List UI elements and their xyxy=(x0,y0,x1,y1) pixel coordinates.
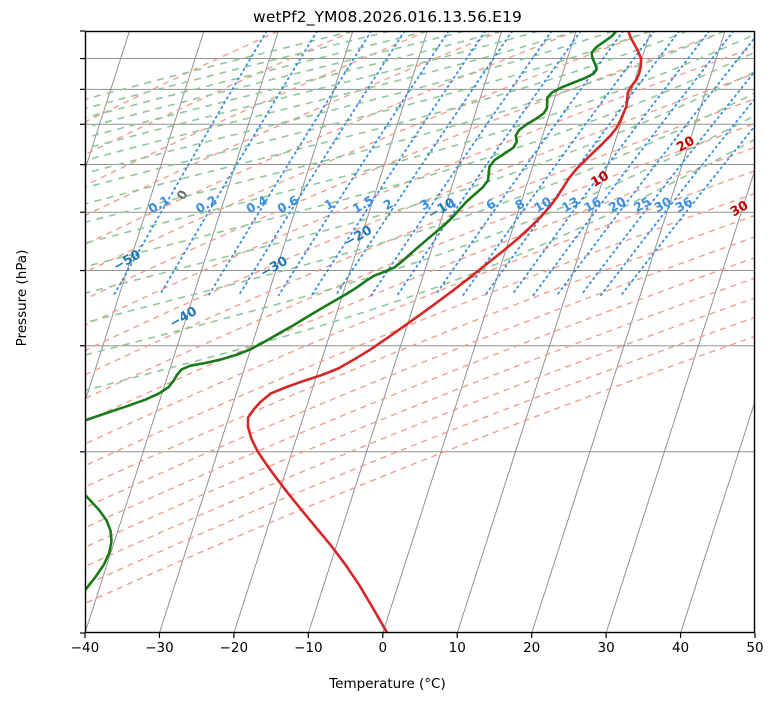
mixing-ratio-line xyxy=(434,31,625,297)
x-tick-label: −30 xyxy=(145,640,174,656)
temperature-profile xyxy=(246,31,643,633)
mixing-ratio-line xyxy=(620,124,755,297)
mixing-ratio-label: 0.6 xyxy=(275,192,302,216)
moist-adiabat xyxy=(85,70,755,295)
mixing-ratio-label: 6 xyxy=(483,196,498,213)
mixing-ratio-line xyxy=(556,36,755,297)
mixing-ratio-line xyxy=(112,31,268,297)
moist-adiabat xyxy=(85,31,465,129)
dry-adiabat xyxy=(85,297,755,568)
isotherm-line xyxy=(158,31,354,633)
moist-adiabat xyxy=(85,92,755,324)
isotherm-line xyxy=(605,167,755,633)
x-axis-label: Temperature (°C) xyxy=(329,676,446,692)
dry-adiabat xyxy=(85,31,503,217)
moist-adiabat xyxy=(85,31,540,150)
dry-adiabat xyxy=(85,122,755,400)
dry-adiabat xyxy=(85,146,755,423)
mixing-ratio-label: 0.2 xyxy=(193,192,220,216)
mixing-ratio-label: 0.1 xyxy=(146,192,173,216)
mixing-ratio-line xyxy=(277,31,450,297)
x-tick-label: 10 xyxy=(448,640,466,656)
moist-adiabat xyxy=(85,114,755,356)
dry-adiabat-label: 0 xyxy=(173,187,190,202)
isotherm-label: −70 xyxy=(0,195,11,222)
dry-adiabat xyxy=(85,46,755,327)
isotherm-line xyxy=(85,31,205,403)
isotherm-label: −60 xyxy=(53,195,86,222)
dry-adiabat xyxy=(85,98,755,376)
moist-adiabat xyxy=(85,31,577,162)
moist-adiabat xyxy=(85,31,354,101)
plot-area: −100−90−80−70−60−50−40−30−20−10102030400… xyxy=(80,30,756,638)
x-tick-label: −20 xyxy=(219,640,249,656)
mixing-ratio-line xyxy=(158,31,319,297)
mixing-ratio-line xyxy=(310,31,487,297)
mixing-ratio-label: 2 xyxy=(381,196,396,213)
isotherm-line xyxy=(85,31,130,172)
moist-adiabat xyxy=(85,31,614,175)
page-title: wetPf2_YM08.2026.016.13.56.E19 xyxy=(253,8,522,26)
isotherm-line xyxy=(680,399,755,633)
moist-adiabat xyxy=(85,31,651,189)
x-tick-label: 40 xyxy=(671,640,690,656)
mixing-ratio-line xyxy=(580,69,755,297)
mixing-ratio-line xyxy=(510,31,711,297)
mixing-ratio-line xyxy=(207,31,373,297)
moist-adiabat xyxy=(85,31,689,205)
mixing-ratio-line xyxy=(238,31,406,297)
x-tick-label: −10 xyxy=(294,640,323,656)
moist-adiabat xyxy=(85,31,391,110)
isotherm-line xyxy=(307,31,503,633)
mixing-ratio-label: 1.5 xyxy=(350,192,377,216)
x-tick-label: 0 xyxy=(378,640,388,656)
dry-adiabat xyxy=(85,277,755,549)
dry-adiabat xyxy=(85,31,726,300)
mixing-ratio-line xyxy=(396,31,582,297)
isotherm-line xyxy=(456,31,652,633)
dry-adiabat xyxy=(85,335,755,605)
dry-adiabat xyxy=(85,169,755,445)
moist-adiabat xyxy=(85,31,502,139)
skewt-canvas: −100−90−80−70−60−50−40−30−20−10102030400… xyxy=(80,30,756,638)
mixing-ratio-line xyxy=(370,31,553,297)
mixing-ratio-label: 1 xyxy=(321,196,336,213)
y-axis-label: Pressure (hPa) xyxy=(14,249,30,347)
isotherm-line xyxy=(382,31,577,633)
plot-frame xyxy=(84,30,756,634)
mixing-ratio-line xyxy=(335,31,514,297)
mixing-ratio-line xyxy=(600,97,755,297)
dry-adiabat xyxy=(85,31,651,274)
moist-adiabat xyxy=(85,33,755,245)
x-tick-label: 30 xyxy=(597,640,615,656)
dry-adiabat xyxy=(85,316,755,586)
x-tick-label: 20 xyxy=(523,640,541,656)
moist-adiabat xyxy=(85,31,428,119)
isotherm-line xyxy=(531,31,726,633)
mixing-ratio-line xyxy=(532,31,735,297)
dewpoint-profile xyxy=(85,31,618,593)
isotherm-line xyxy=(754,631,755,633)
x-tick-label: 50 xyxy=(746,640,764,656)
isotherm-line xyxy=(233,31,428,633)
x-tick-label: −40 xyxy=(70,640,100,656)
